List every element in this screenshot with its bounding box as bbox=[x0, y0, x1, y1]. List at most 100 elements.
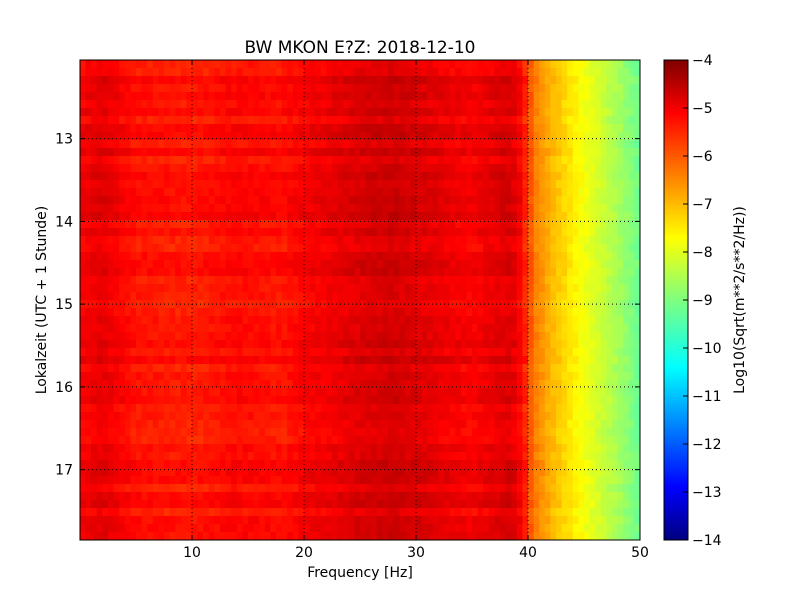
heatmap-cell bbox=[119, 196, 126, 205]
heatmap-cell bbox=[550, 428, 557, 437]
heatmap-cell bbox=[516, 420, 523, 429]
heatmap-cell bbox=[556, 364, 563, 373]
heatmap-cell bbox=[522, 156, 529, 165]
heatmap-cell bbox=[567, 228, 574, 237]
heatmap-cell bbox=[376, 404, 383, 413]
heatmap-cell bbox=[236, 284, 243, 293]
heatmap-cell bbox=[320, 76, 327, 85]
heatmap-cell bbox=[623, 148, 630, 157]
heatmap-cell bbox=[332, 316, 339, 325]
heatmap-cell bbox=[259, 268, 266, 277]
heatmap-cell bbox=[544, 76, 551, 85]
heatmap-cell bbox=[399, 404, 406, 413]
heatmap-cell bbox=[404, 252, 411, 261]
heatmap-cell bbox=[91, 116, 98, 125]
heatmap-cell bbox=[365, 172, 372, 181]
heatmap-cell bbox=[444, 420, 451, 429]
heatmap-cell bbox=[253, 244, 260, 253]
heatmap-cell bbox=[130, 332, 137, 341]
heatmap-cell bbox=[399, 172, 406, 181]
heatmap-cell bbox=[130, 92, 137, 101]
heatmap-cell bbox=[628, 252, 635, 261]
heatmap-cell bbox=[147, 356, 154, 365]
heatmap-cell bbox=[628, 108, 635, 117]
heatmap-cell bbox=[225, 364, 232, 373]
heatmap-cell bbox=[225, 212, 232, 221]
heatmap-cell bbox=[309, 308, 316, 317]
heatmap-cell bbox=[522, 196, 529, 205]
heatmap-cell bbox=[432, 172, 439, 181]
heatmap-cell bbox=[416, 356, 423, 365]
heatmap-cell bbox=[634, 356, 640, 365]
heatmap-cell bbox=[147, 380, 154, 389]
heatmap-cell bbox=[365, 108, 372, 117]
heatmap-cell bbox=[281, 180, 288, 189]
heatmap-cell bbox=[270, 204, 277, 213]
heatmap-cell bbox=[634, 348, 640, 357]
heatmap-cell bbox=[432, 420, 439, 429]
heatmap-cell bbox=[141, 396, 148, 405]
heatmap-cell bbox=[382, 180, 389, 189]
heatmap-cell bbox=[539, 332, 546, 341]
heatmap-cell bbox=[612, 244, 619, 253]
heatmap-cell bbox=[404, 340, 411, 349]
heatmap-cell bbox=[550, 60, 557, 69]
heatmap-cell bbox=[612, 412, 619, 421]
heatmap-cell bbox=[220, 324, 227, 333]
heatmap-cell bbox=[595, 332, 602, 341]
heatmap-cell bbox=[119, 236, 126, 245]
heatmap-cell bbox=[220, 420, 227, 429]
heatmap-cell bbox=[147, 212, 154, 221]
heatmap-cell bbox=[203, 108, 210, 117]
heatmap-cell bbox=[556, 196, 563, 205]
heatmap-cell bbox=[404, 116, 411, 125]
heatmap-cell bbox=[164, 388, 171, 397]
heatmap-cell bbox=[158, 100, 165, 109]
heatmap-cell bbox=[96, 108, 103, 117]
heatmap-cell bbox=[242, 340, 249, 349]
heatmap-cell bbox=[248, 68, 255, 77]
heatmap-cell bbox=[337, 172, 344, 181]
heatmap-cell bbox=[141, 276, 148, 285]
heatmap-cell bbox=[130, 188, 137, 197]
heatmap-cell bbox=[360, 100, 367, 109]
heatmap-cell bbox=[365, 388, 372, 397]
heatmap-cell bbox=[136, 116, 143, 125]
heatmap-cell bbox=[600, 444, 607, 453]
heatmap-cell bbox=[600, 124, 607, 133]
heatmap-cell bbox=[393, 180, 400, 189]
heatmap-cell bbox=[91, 452, 98, 461]
heatmap-cell bbox=[533, 428, 540, 437]
heatmap-cell bbox=[236, 268, 243, 277]
heatmap-cell bbox=[292, 196, 299, 205]
heatmap-cell bbox=[147, 188, 154, 197]
heatmap-cell bbox=[421, 148, 428, 157]
heatmap-cell bbox=[376, 156, 383, 165]
heatmap-cell bbox=[488, 372, 495, 381]
heatmap-cell bbox=[505, 92, 512, 101]
heatmap-cell bbox=[147, 396, 154, 405]
heatmap-cell bbox=[119, 164, 126, 173]
heatmap-cell bbox=[124, 180, 131, 189]
heatmap-cell bbox=[365, 84, 372, 93]
heatmap-cell bbox=[550, 196, 557, 205]
heatmap-cell bbox=[192, 60, 199, 69]
heatmap-cell bbox=[556, 300, 563, 309]
heatmap-cell bbox=[203, 412, 210, 421]
heatmap-cell bbox=[550, 340, 557, 349]
heatmap-cell bbox=[595, 92, 602, 101]
heatmap-cell bbox=[584, 124, 591, 133]
heatmap-cell bbox=[264, 164, 271, 173]
heatmap-cell bbox=[371, 332, 378, 341]
heatmap-cell bbox=[561, 132, 568, 141]
heatmap-cell bbox=[309, 436, 316, 445]
heatmap-cell bbox=[416, 132, 423, 141]
heatmap-cell bbox=[208, 100, 215, 109]
heatmap-cell bbox=[360, 308, 367, 317]
heatmap-cell bbox=[169, 340, 176, 349]
heatmap-cell bbox=[309, 68, 316, 77]
heatmap-cell bbox=[606, 444, 613, 453]
heatmap-cell bbox=[248, 396, 255, 405]
heatmap-cell bbox=[91, 76, 98, 85]
heatmap-cell bbox=[505, 124, 512, 133]
